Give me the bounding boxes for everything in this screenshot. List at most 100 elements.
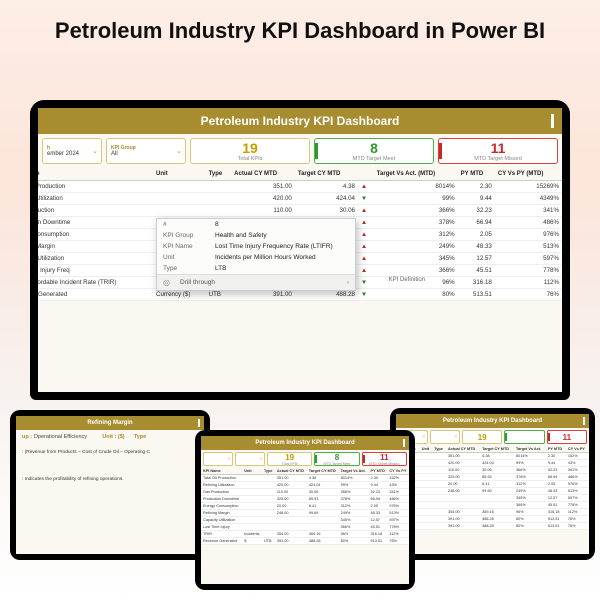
cell: 99.69 xyxy=(480,488,514,495)
cell: Production Downtime xyxy=(201,496,242,503)
cell: 20.00 xyxy=(275,503,307,510)
cell: 420.00 xyxy=(231,193,295,205)
table-row[interactable]: 345%12.57597% xyxy=(396,495,589,502)
mini-card-miss[interactable]: 11MTD Target Missed xyxy=(362,452,407,466)
cell: 12.57 xyxy=(458,253,495,265)
cell: 366% xyxy=(339,524,369,531)
filter-kpi-group[interactable]: KPI Group All ⌄ xyxy=(106,138,186,164)
right-filter-2[interactable]: ⌄ xyxy=(430,430,460,444)
cell: 76% xyxy=(495,289,562,301)
cell: 778% xyxy=(566,502,589,509)
dashboard-title: Petroleum Industry KPI Dashboard xyxy=(201,114,400,128)
col-header[interactable]: Actual CY MTD xyxy=(231,168,295,181)
right-kpi-table[interactable]: KPI NameUnitTypeActual CY MTDTarget CY M… xyxy=(396,446,589,530)
cell: 354.00 xyxy=(446,509,480,516)
cell xyxy=(432,453,446,460)
cell xyxy=(480,502,514,509)
tooltip-row: KPI NameLost Time Injury Frequency Rate … xyxy=(157,241,355,252)
mini-filter-month[interactable]: ⌄ xyxy=(203,452,233,466)
table-row[interactable]: Capacity Utilization345%12.57597% xyxy=(201,517,409,524)
cell: 513.51 xyxy=(546,523,566,530)
cell xyxy=(432,460,446,467)
cell: 420.00 xyxy=(446,460,480,467)
filter-month-value: ember 2024 xyxy=(47,151,97,157)
cell: 20.00 xyxy=(446,481,480,488)
mini-card-meet[interactable]: 8MTD Target Meet xyxy=(314,452,359,466)
right-card-meet[interactable] xyxy=(504,430,544,444)
table-row[interactable]: Gas Production110.0030.06366%32.23341% xyxy=(201,489,409,496)
table-row[interactable]: 391.00488.2880%513.5176% xyxy=(396,523,589,530)
cell: 378% xyxy=(374,217,458,229)
card-target-meet[interactable]: 8 MTD Target Meet xyxy=(314,138,434,164)
table-row[interactable]: Energy Consumption20.006.41312%2.05976% xyxy=(201,503,409,510)
cell: ▲ xyxy=(358,229,374,241)
cell: 345% xyxy=(374,253,458,265)
mini-filter-group[interactable]: ⌄ xyxy=(235,452,265,466)
cell: UTB xyxy=(262,538,275,545)
cell: 366% xyxy=(514,467,546,474)
mini-card-total[interactable]: 19Total KPIs xyxy=(267,452,312,466)
col-header[interactable]: Type xyxy=(206,168,231,181)
filter-month[interactable]: h ember 2024 ⌄ xyxy=(42,138,102,164)
cell: 45.51 xyxy=(546,502,566,509)
cell: 76% xyxy=(387,538,409,545)
mini-title: Petroleum Industry KPI Dashboard xyxy=(255,440,354,446)
table-row[interactable]: Refining Margin248.0099.69249%48.33513% xyxy=(201,510,409,517)
table-row[interactable]: 325.0085.93378%66.94486% xyxy=(396,474,589,481)
col-header[interactable]: Target Vs Act. (MTD) xyxy=(374,168,458,181)
right-header: Petroleum Industry KPI Dashboard xyxy=(396,414,589,428)
cell xyxy=(480,495,514,502)
col-header[interactable]: Target CY MTD xyxy=(295,168,358,181)
table-row[interactable]: TRIRIncidents354.00369.1696%316.18112% xyxy=(201,531,409,538)
right-card-miss[interactable]: 11 xyxy=(547,430,587,444)
cell: 152% xyxy=(387,475,409,482)
table-row[interactable]: ductionTotal Oil Production351.004.38▲80… xyxy=(38,181,562,193)
table-row[interactable]: Lost Time Injury366%45.51778% xyxy=(201,524,409,531)
cell: 32.23 xyxy=(369,489,388,496)
table-row[interactable]: 420.00424.0499%9.4443% xyxy=(396,460,589,467)
table-row[interactable]: Production Downtime325.0085.93378%66.944… xyxy=(201,496,409,503)
table-row[interactable]: 366%45.51778% xyxy=(396,502,589,509)
cell: 369.16 xyxy=(480,509,514,516)
table-row[interactable]: 248.0099.69249%48.33513% xyxy=(396,488,589,495)
cell: 48.33 xyxy=(458,241,495,253)
col-header[interactable]: PY MTD xyxy=(458,168,495,181)
col-header[interactable]: KPI Name xyxy=(38,168,153,181)
cell: 112% xyxy=(495,277,562,289)
cell: Refining Margin xyxy=(38,241,153,253)
cell xyxy=(262,496,275,503)
table-row[interactable]: 110.0030.06366%32.23341% xyxy=(396,467,589,474)
cell: 420.00 xyxy=(275,482,307,489)
cell xyxy=(432,502,446,509)
table-row[interactable]: 391.00488.2880%513.5176% xyxy=(396,516,589,523)
right-card-total[interactable]: 19 xyxy=(462,430,502,444)
cell: 424.04 xyxy=(307,482,339,489)
table-row[interactable]: 351.004.388014%2.30152% xyxy=(396,453,589,460)
cell: 249% xyxy=(374,241,458,253)
col-header[interactable]: Unit xyxy=(153,168,206,181)
col-header[interactable]: CY Vs PY (MTD) xyxy=(495,168,562,181)
cell xyxy=(242,482,262,489)
table-row[interactable]: Revenue Generated$UTB391.00488.2880%513.… xyxy=(201,538,409,545)
table-row[interactable]: 20.006.41312%2.05976% xyxy=(396,481,589,488)
col-header[interactable] xyxy=(358,168,374,181)
mini-kpi-table[interactable]: KPI NameUnitTypeActual CY MTDTarget CY M… xyxy=(201,468,409,545)
card-total-kpis[interactable]: 19 Total KPIs xyxy=(190,138,310,164)
cell xyxy=(262,482,275,489)
table-row[interactable]: ductionRefining Utilization420.00424.04▼… xyxy=(38,193,562,205)
cell: 32.23 xyxy=(546,467,566,474)
card-target-missed[interactable]: 11 MTD Target Missed xyxy=(438,138,558,164)
table-row[interactable]: Total Oil Production351.004.388014%2.301… xyxy=(201,475,409,482)
right-title: Petroleum Industry KPI Dashboard xyxy=(443,418,542,424)
table-row[interactable]: Refining Utilization420.00424.0499%9.444… xyxy=(201,482,409,489)
cell: 2.30 xyxy=(546,453,566,460)
cell: 341% xyxy=(387,489,409,496)
right-total-val: 19 xyxy=(478,433,487,442)
mini-total-val: 19 xyxy=(285,453,294,462)
cell: 976% xyxy=(495,229,562,241)
cell xyxy=(262,510,275,517)
cell xyxy=(432,481,446,488)
drill-through-row[interactable]: ◎ Drill through › xyxy=(157,274,355,290)
table-row[interactable]: 354.00369.1696%316.18112% xyxy=(396,509,589,516)
table-row[interactable]: ductionGas Production110.0030.06▲366%32.… xyxy=(38,205,562,217)
